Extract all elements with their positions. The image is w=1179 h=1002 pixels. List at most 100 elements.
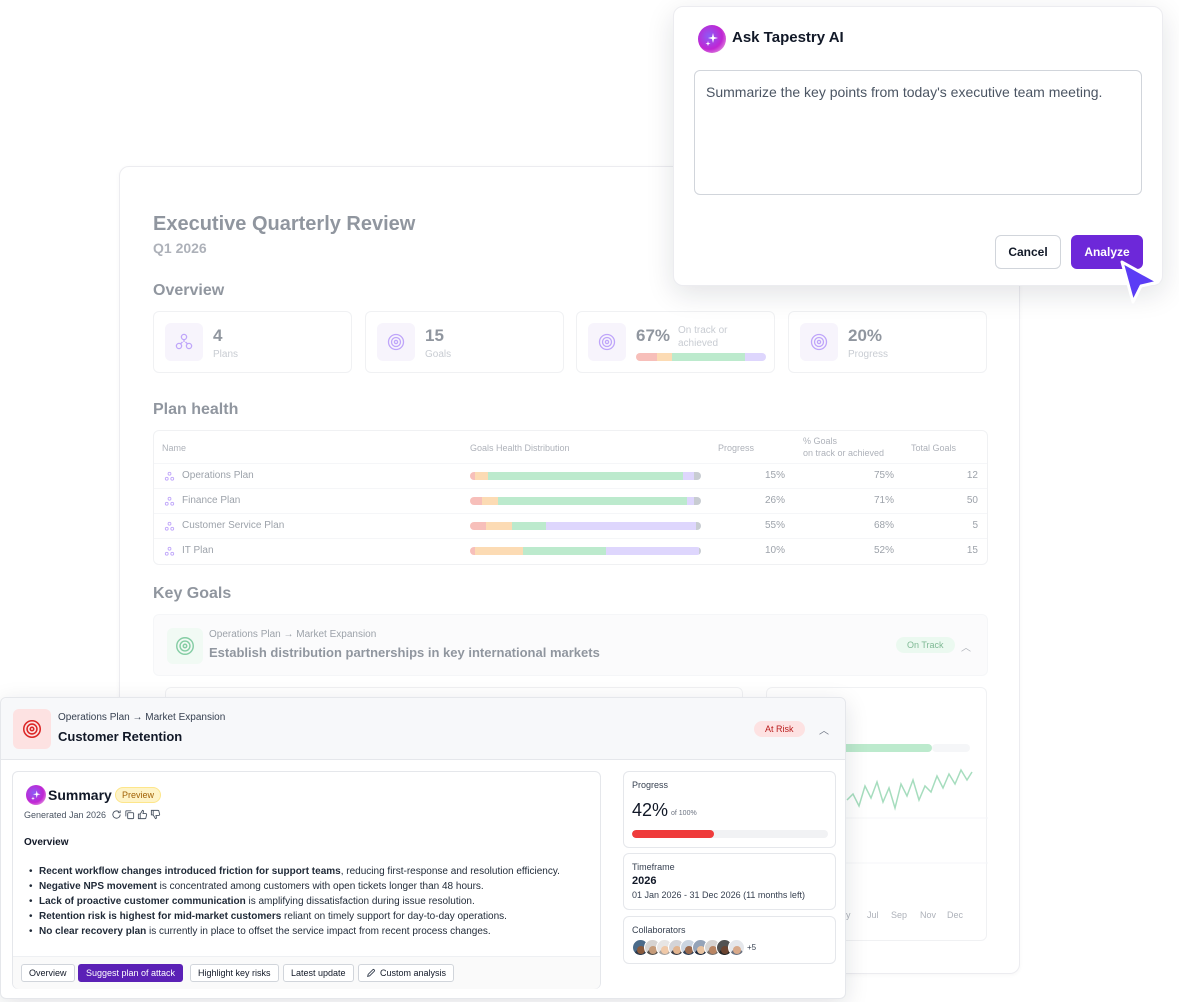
stat-card-progress: 20% Progress (788, 311, 987, 373)
analyze-button[interactable]: Analyze (1071, 235, 1143, 269)
bullet-text: is concentrated among customers with ope… (156, 881, 484, 892)
overview-heading: Overview (153, 282, 225, 299)
month-label: Nov (920, 910, 937, 920)
plan-name[interactable]: Operations Plan (182, 470, 254, 481)
progress-bar-fill (632, 830, 715, 838)
goal-title: Establish distribution partnerships in k… (209, 645, 600, 660)
month-label: Sep (891, 910, 908, 920)
stat-value: 15 (425, 326, 444, 345)
thumbs-up-icon[interactable] (137, 809, 148, 820)
table-row[interactable]: Finance Plan 26% 71% 50 (154, 488, 987, 513)
copy-icon[interactable] (124, 809, 135, 820)
collaborators-card: Collaborators +5 (623, 916, 836, 964)
progress-total: of 100% (671, 810, 697, 817)
summary-actions (111, 809, 161, 820)
stat-card-on-track: 67% On track or achieved (576, 311, 775, 373)
goal-title: Customer Retention (58, 729, 183, 744)
plan-name[interactable]: IT Plan (182, 545, 214, 556)
col-header-ontrack-line1: % Goals (803, 436, 838, 446)
distribution-segment (470, 547, 475, 555)
distribution-segment (523, 547, 607, 555)
col-header-total: Total Goals (911, 443, 957, 453)
stat-card-plans: 4 Plans (153, 311, 352, 373)
mouse-pointer-icon (1120, 260, 1160, 304)
key-goal-card[interactable]: Operations Plan → Market Expansion Estab… (153, 614, 988, 676)
plan-total-goals: 5 (972, 520, 978, 531)
bullet-emphasis: No clear recovery plan (39, 926, 147, 937)
health-distribution-bar (470, 497, 701, 505)
key-goals-heading: Key Goals (153, 585, 232, 602)
prompt-textarea[interactable]: Summarize the key points from today's ex… (694, 70, 1142, 195)
list-item: Lack of proactive customer communication… (27, 894, 597, 909)
health-distribution-bar (470, 472, 701, 480)
bullet-text: , reducing first-response and resolution… (340, 866, 560, 877)
month-label: Jul (867, 910, 879, 920)
plan-total-goals: 12 (966, 470, 978, 481)
stat-value: 4 (213, 326, 223, 345)
bullet-text: reliant on timely support for day-to-day… (281, 911, 507, 922)
thumbs-down-icon[interactable] (150, 809, 161, 820)
stat-distribution-bar (636, 353, 766, 361)
table-row[interactable]: Customer Service Plan 55% 68% 5 (154, 513, 987, 538)
chevron-up-icon[interactable]: ︿ (961, 643, 971, 654)
bullet-emphasis: Recent workflow changes introduced frict… (39, 866, 341, 877)
table-row[interactable]: IT Plan 10% 52% 15 (154, 538, 987, 563)
chevron-up-icon[interactable]: ︿ (819, 726, 829, 737)
summary-bullets: Recent workflow changes introduced frict… (27, 864, 597, 939)
distribution-segment (481, 497, 498, 505)
goal-detail-panel: Operations Plan → Market Expansion Custo… (0, 697, 846, 999)
refresh-icon[interactable] (111, 809, 122, 820)
plan-name[interactable]: Customer Service Plan (182, 520, 285, 531)
overview-chip[interactable]: Overview (21, 964, 75, 982)
cancel-button[interactable]: Cancel (995, 235, 1061, 269)
plan-progress: 15% (764, 470, 785, 481)
distribution-segment (470, 522, 487, 530)
plan-ontrack: 71% (873, 495, 894, 506)
distribution-segment (511, 522, 547, 530)
plan-progress: 55% (764, 520, 785, 531)
distribution-segment (497, 497, 688, 505)
status-badge: At Risk (754, 721, 805, 737)
plan-total-goals: 50 (966, 495, 978, 506)
latest-update-chip[interactable]: Latest update (283, 964, 354, 982)
distribution-segment (696, 522, 701, 530)
progress-value: 42% (632, 800, 669, 820)
target-icon (800, 323, 838, 361)
highlight-risks-chip[interactable]: Highlight key risks (190, 964, 279, 982)
suggest-plan-chip[interactable]: Suggest plan of attack (78, 964, 184, 982)
more-collaborators-count[interactable]: +5 (747, 943, 757, 952)
distribution-segment (470, 497, 482, 505)
plans-icon (164, 496, 175, 506)
progress-bar-track (632, 830, 828, 838)
avatar-stack[interactable]: +5 (632, 939, 756, 956)
distribution-segment (606, 547, 699, 555)
plan-total-goals: 15 (966, 545, 978, 556)
col-header-ontrack: % Goals on track or achieved (803, 435, 884, 459)
plan-name[interactable]: Finance Plan (182, 495, 241, 506)
table-row[interactable]: Operations Plan 15% 75% 12 (154, 463, 987, 488)
dialog-title: Ask Tapestry AI (732, 29, 844, 46)
distribution-segment (694, 497, 701, 505)
goal-header[interactable]: Operations Plan → Market Expansion Custo… (1, 698, 845, 760)
avatar[interactable] (728, 939, 745, 956)
plan-health-heading: Plan health (153, 401, 239, 418)
col-header-progress: Progress (718, 443, 755, 453)
distribution-segment (682, 472, 695, 480)
custom-analysis-chip[interactable]: Custom analysis (358, 964, 455, 982)
plan-progress: 26% (764, 495, 785, 506)
summary-card: Summary Preview Generated Jan 2026 Overv… (12, 771, 601, 989)
timeframe-year: 2026 (632, 875, 657, 887)
trend-line (846, 768, 973, 811)
health-distribution-bar (470, 522, 701, 530)
distribution-segment (486, 522, 512, 530)
timeframe-range: 01 Jan 2026 - 31 Dec 2026 (11 months lef… (632, 890, 805, 900)
progress-card: Progress 42% of 100% (623, 771, 836, 848)
distribution-segment (470, 472, 475, 480)
target-icon (13, 709, 51, 749)
stat-label: On track or achieved (678, 325, 728, 349)
plans-icon (164, 471, 175, 481)
plans-icon (165, 323, 203, 361)
distribution-segment (694, 472, 701, 480)
stat-label: Plans (213, 349, 239, 360)
bullet-emphasis: Negative NPS movement (39, 881, 157, 892)
